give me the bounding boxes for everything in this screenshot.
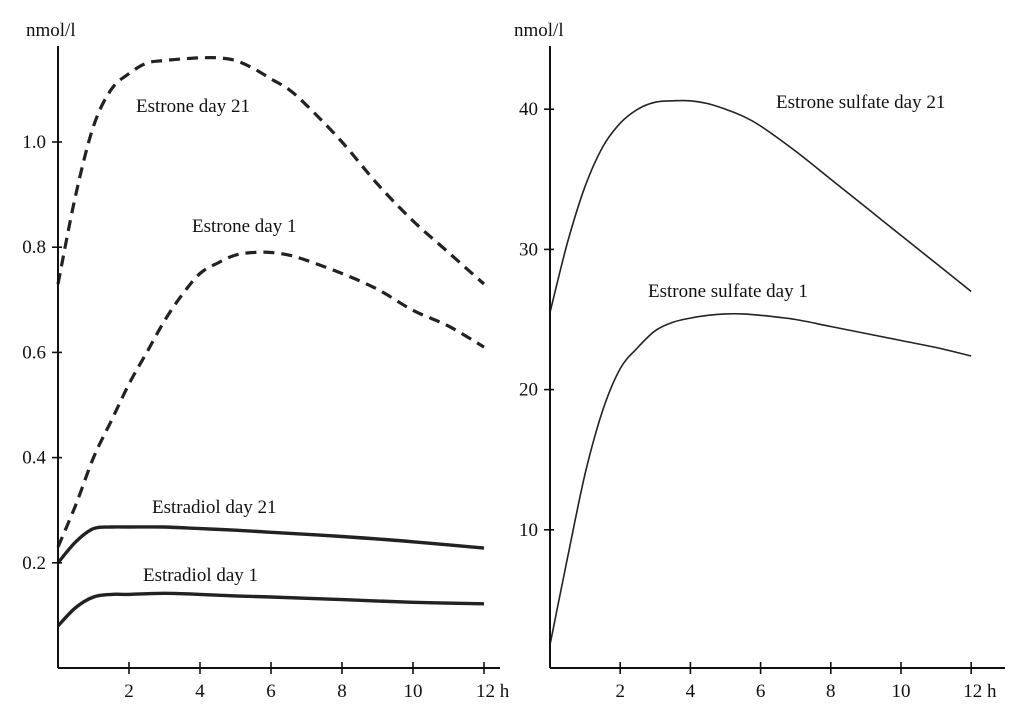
chart-left-estrone-estradiol: nmol/l 0.2 0.4 0.6 0.8 1.0 2 4 6 8 10 12 h Estrone… <box>22 20 510 702</box>
right-series-labels: Estrone sulfate day 21 Estrone sulfate da… <box>648 92 945 302</box>
left-y-tick-label: 0.8 <box>22 237 46 258</box>
left-x-tick-label: 8 <box>337 681 347 702</box>
left-y-unit-label: nmol/l <box>26 20 76 41</box>
right-y-tick-label: 20 <box>519 380 538 401</box>
left-series-labels: Estrone day 21 Estrone day 1 Estradiol day… <box>136 96 296 586</box>
left-series-layer <box>56 55 486 628</box>
right-y-tick-label: 40 <box>519 99 538 120</box>
right-x-tick-label: 12 h <box>963 681 997 702</box>
series-label-estradiol-day-21: Estradiol day 21 <box>152 497 277 518</box>
series-line-estrone-sulfate-day-1 <box>549 312 972 645</box>
right-y-tick-label: 30 <box>519 239 538 260</box>
left-y-tick-label: 1.0 <box>22 132 46 153</box>
series-line-estrone-day-21 <box>56 55 486 286</box>
series-line-estradiol-day-21 <box>56 525 485 564</box>
series-line-estradiol-day-1 <box>56 591 485 628</box>
right-x-tick-label: 2 <box>615 681 625 702</box>
left-y-tick-label: 0.4 <box>22 448 46 469</box>
right-x-tick-label: 8 <box>826 681 836 702</box>
series-line-estrone-sulfate-day-21 <box>549 99 972 313</box>
left-y-tick-label: 0.6 <box>22 342 46 363</box>
right-x-tick-label: 6 <box>756 681 766 702</box>
left-x-tick-label: 10 <box>404 681 423 702</box>
series-label-estrone-sulfate-day-21: Estrone sulfate day 21 <box>776 92 945 113</box>
left-y-tick-label: 0.2 <box>22 553 46 574</box>
right-x-tick-label: 10 <box>892 681 911 702</box>
right-axes: 10 20 30 40 2 4 6 8 10 12 h <box>519 46 1005 702</box>
right-y-unit-label: nmol/l <box>514 20 564 41</box>
left-x-tick-label: 4 <box>195 681 205 702</box>
left-x-tick-label: 2 <box>124 681 134 702</box>
series-label-estrone-day-1: Estrone day 1 <box>192 216 296 237</box>
series-label-estrone-sulfate-day-1: Estrone sulfate day 1 <box>648 281 808 302</box>
series-label-estradiol-day-1: Estradiol day 1 <box>143 565 258 586</box>
chart-right-estrone-sulfate: nmol/l 10 20 30 40 2 4 6 8 10 12 h Estrone sulfat… <box>514 20 1005 702</box>
right-y-tick-label: 10 <box>519 520 538 541</box>
left-axes: 0.2 0.4 0.6 0.8 1.0 2 4 6 8 10 12 h <box>22 46 510 702</box>
left-x-tick-label: 6 <box>266 681 276 702</box>
right-x-tick-label: 4 <box>686 681 696 702</box>
left-x-tick-label: 12 h <box>476 681 510 702</box>
series-label-estrone-day-21: Estrone day 21 <box>136 96 250 117</box>
right-series-layer <box>549 99 972 645</box>
series-line-estrone-day-1 <box>56 250 485 548</box>
